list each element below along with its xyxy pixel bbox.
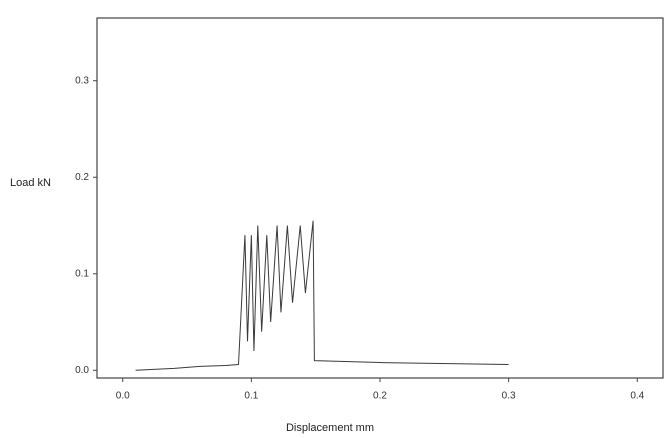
y-tick-label: 0.0 <box>75 365 89 376</box>
plot-frame <box>96 17 664 379</box>
y-tick-label: 0.3 <box>75 75 89 86</box>
data-line <box>135 220 509 371</box>
y-tick-label: 0.1 <box>75 268 89 279</box>
x-tick-label: 0.4 <box>630 391 644 402</box>
x-tick-label: 0.3 <box>502 391 516 402</box>
x-axis-label: Displacement mm <box>286 422 374 434</box>
x-tick-label: 0.0 <box>116 391 130 402</box>
y-tick-label: 0.2 <box>75 172 89 183</box>
y-axis-label: Load kN <box>10 177 51 189</box>
x-tick-label: 0.1 <box>244 391 258 402</box>
x-tick-label: 0.2 <box>373 391 387 402</box>
